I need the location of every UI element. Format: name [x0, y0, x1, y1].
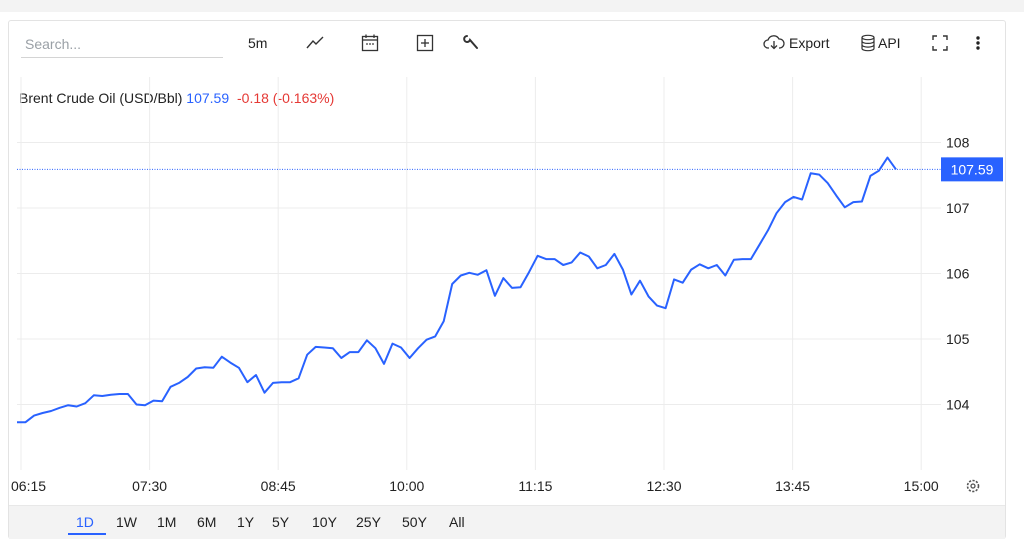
search-input[interactable]	[21, 31, 223, 58]
x-tick-label: 15:00	[904, 478, 939, 494]
range-button-1d[interactable]: 1D	[76, 514, 94, 530]
range-button-1w[interactable]: 1W	[116, 514, 137, 530]
cloud-download-icon	[763, 34, 785, 52]
top-strip	[0, 0, 1024, 12]
x-tick-label: 12:30	[646, 478, 681, 494]
interval-selector[interactable]: 5m	[248, 31, 267, 55]
add-indicator-button[interactable]	[415, 31, 435, 55]
x-tick-label: 10:00	[389, 478, 424, 494]
gear-hub	[970, 483, 976, 489]
export-button[interactable]: Export	[763, 31, 829, 55]
settings-tools-button[interactable]	[462, 31, 482, 55]
chart-area[interactable]: Brent Crude Oil (USD/Bbl) 107.59 -0.18 (…	[9, 65, 1005, 505]
range-button-all[interactable]: All	[449, 514, 465, 530]
range-button-6m[interactable]: 6M	[197, 514, 217, 530]
price-line	[17, 156, 897, 424]
last-price-badge-label: 107.59	[951, 161, 994, 177]
gear-teeth	[966, 479, 980, 493]
database-icon	[860, 34, 876, 52]
last-price-badge	[941, 157, 1003, 182]
line-chart-icon	[305, 33, 325, 53]
price-change-value: -0.18 (-0.163%)	[237, 90, 334, 106]
range-button-50y[interactable]: 50Y	[402, 514, 427, 530]
last-price-value: 107.59	[186, 90, 233, 106]
range-button-10y[interactable]: 10Y	[312, 514, 337, 530]
wrench-icon	[462, 33, 482, 53]
y-tick-label: 107	[946, 200, 970, 216]
date-range-button[interactable]	[360, 31, 380, 55]
add-indicator-icon	[415, 33, 435, 53]
x-tick-label: 11:15	[518, 478, 552, 494]
chart-type-button[interactable]	[305, 31, 325, 55]
range-button-5y[interactable]: 5Y	[272, 514, 290, 530]
settings-gear-icon[interactable]	[966, 479, 980, 493]
range-button-25y[interactable]: 25Y	[356, 514, 381, 530]
chart-panel: 5m	[8, 20, 1006, 539]
more-vertical-icon	[971, 33, 985, 53]
fullscreen-icon	[930, 33, 950, 53]
price-chart[interactable]: Brent Crude Oil (USD/Bbl) 107.59 -0.18 (…	[9, 65, 1005, 505]
more-menu-button[interactable]	[971, 31, 985, 55]
range-button-1m[interactable]: 1M	[157, 514, 177, 530]
x-tick-label: 13:45	[775, 478, 810, 494]
api-button[interactable]: API	[860, 31, 901, 55]
chart-toolbar: 5m	[9, 21, 1005, 65]
instrument-name: Brent Crude Oil (USD/Bbl)	[19, 90, 186, 106]
interval-label: 5m	[248, 35, 268, 51]
y-tick-label: 108	[946, 135, 970, 151]
y-tick-label: 106	[946, 266, 970, 282]
chart-legend: Brent Crude Oil (USD/Bbl) 107.59 -0.18 (…	[19, 90, 334, 106]
fullscreen-button[interactable]	[930, 31, 950, 55]
range-button-1y[interactable]: 1Y	[237, 514, 255, 530]
active-range-underline	[68, 533, 106, 535]
export-label: Export	[789, 35, 830, 51]
y-tick-label: 104	[946, 397, 970, 413]
y-tick-label: 105	[946, 331, 970, 347]
range-selector: 1D 1W 1M 6M 1Y 5Y 10Y 25Y 50Y All	[9, 505, 1005, 539]
x-tick-label: 08:45	[261, 478, 296, 494]
calendar-icon	[360, 33, 380, 53]
api-label: API	[878, 35, 901, 51]
x-tick-label: 07:30	[132, 478, 167, 494]
x-tick-label: 06:15	[11, 478, 46, 494]
